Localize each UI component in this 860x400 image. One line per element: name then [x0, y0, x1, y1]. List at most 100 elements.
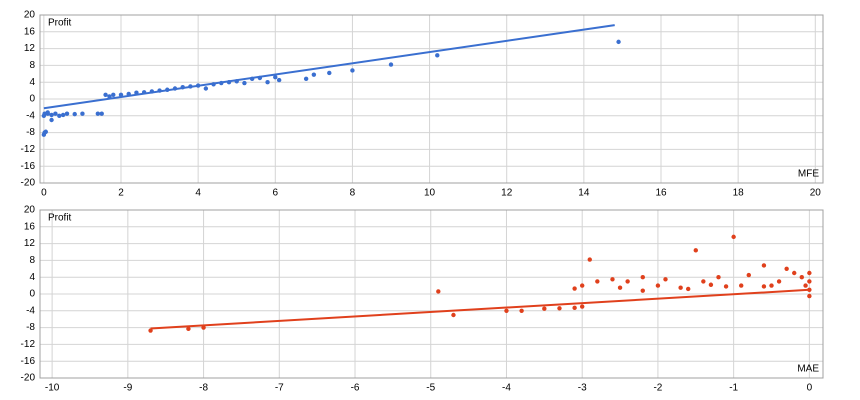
x-tick-label: 18	[733, 188, 745, 199]
data-point	[761, 263, 767, 268]
x-tick-label: -3	[578, 383, 587, 394]
x-tick-label: 0	[41, 188, 47, 199]
data-point	[327, 70, 332, 76]
x-tick-label: -2	[653, 383, 662, 394]
data-point	[57, 113, 62, 119]
x-axis-label: MAE	[797, 364, 819, 375]
y-tick-label: -20	[21, 178, 36, 189]
trend-line	[43, 24, 615, 110]
data-point	[451, 312, 456, 318]
data-point	[595, 279, 600, 284]
data-point	[72, 111, 77, 117]
data-point	[708, 282, 714, 287]
data-point	[148, 328, 153, 333]
x-tick-label: 16	[655, 188, 667, 199]
x-tick-label: -8	[199, 383, 208, 394]
data-point	[186, 326, 191, 332]
x-tick-label: -9	[123, 383, 132, 394]
data-point	[640, 275, 645, 280]
data-point	[43, 129, 48, 134]
data-point	[201, 325, 206, 330]
data-point	[792, 270, 797, 276]
y-tick-label: -12	[21, 339, 36, 350]
x-tick-label: -7	[275, 383, 284, 394]
data-point	[519, 308, 524, 313]
data-point	[655, 283, 661, 288]
data-point	[693, 248, 698, 253]
data-point	[49, 117, 54, 123]
data-point	[95, 111, 101, 116]
data-point	[579, 304, 585, 309]
data-point	[99, 111, 104, 116]
data-point	[784, 266, 789, 271]
y-tick-label: 20	[24, 10, 36, 21]
data-point	[616, 39, 621, 45]
y-tick-label: 16	[24, 26, 36, 37]
y-tick-label: -16	[21, 161, 36, 172]
x-tick-label: 14	[578, 188, 590, 199]
y-tick-label: 12	[24, 238, 36, 249]
data-point	[579, 283, 585, 288]
y-tick-label: 20	[24, 205, 36, 216]
data-point	[731, 234, 736, 240]
data-point	[803, 283, 808, 288]
data-point	[350, 68, 355, 73]
data-point	[716, 275, 721, 280]
x-tick-label: -5	[426, 383, 435, 394]
data-point	[739, 283, 744, 288]
data-point	[572, 286, 577, 291]
plot-frame	[39, 209, 824, 379]
data-point	[746, 272, 751, 278]
y-tick-label: 4	[29, 77, 35, 88]
trend-line	[150, 288, 810, 330]
data-point	[303, 76, 309, 82]
data-point	[504, 308, 509, 313]
x-axis-label: MFE	[798, 169, 819, 180]
y-tick-label: 12	[24, 43, 36, 54]
data-point	[111, 92, 116, 98]
y-tick-label: -12	[21, 144, 36, 155]
x-tick-label: 12	[501, 188, 513, 199]
y-tick-label: 8	[29, 255, 35, 266]
y-tick-label: 4	[29, 272, 35, 283]
data-point	[273, 74, 278, 80]
data-point	[678, 285, 683, 290]
data-point	[103, 92, 108, 98]
data-point	[242, 80, 247, 86]
data-point	[80, 111, 85, 116]
x-tick-label: -10	[45, 383, 60, 394]
data-point	[572, 305, 577, 311]
data-point	[640, 288, 645, 293]
x-tick-label: 0	[807, 383, 813, 394]
y-axis-label: Profit	[48, 18, 72, 29]
data-point	[776, 279, 782, 284]
x-tick-label: 10	[424, 188, 436, 199]
y-axis-label: Profit	[48, 213, 72, 224]
data-point	[799, 275, 804, 280]
data-point	[276, 77, 282, 83]
data-point	[761, 284, 767, 289]
y-tick-label: -8	[26, 322, 35, 333]
data-point	[769, 283, 774, 288]
y-tick-label: 0	[29, 94, 35, 105]
data-point	[723, 284, 729, 289]
x-tick-label: 8	[350, 188, 356, 199]
data-point	[557, 306, 562, 311]
data-point	[265, 80, 270, 85]
data-point	[435, 53, 440, 58]
plot-frame	[39, 14, 824, 184]
data-point	[807, 293, 812, 299]
data-point	[807, 270, 812, 276]
y-tick-label: -4	[26, 305, 35, 316]
data-point	[610, 277, 615, 282]
x-tick-label: 4	[195, 188, 201, 199]
data-point	[587, 257, 592, 262]
y-tick-label: 16	[24, 221, 36, 232]
data-point	[203, 86, 209, 91]
x-tick-label: 2	[118, 188, 124, 199]
y-tick-label: 0	[29, 289, 35, 300]
data-point	[436, 289, 441, 294]
data-point	[625, 279, 630, 284]
y-tick-label: -8	[26, 127, 35, 138]
data-point	[388, 62, 394, 67]
